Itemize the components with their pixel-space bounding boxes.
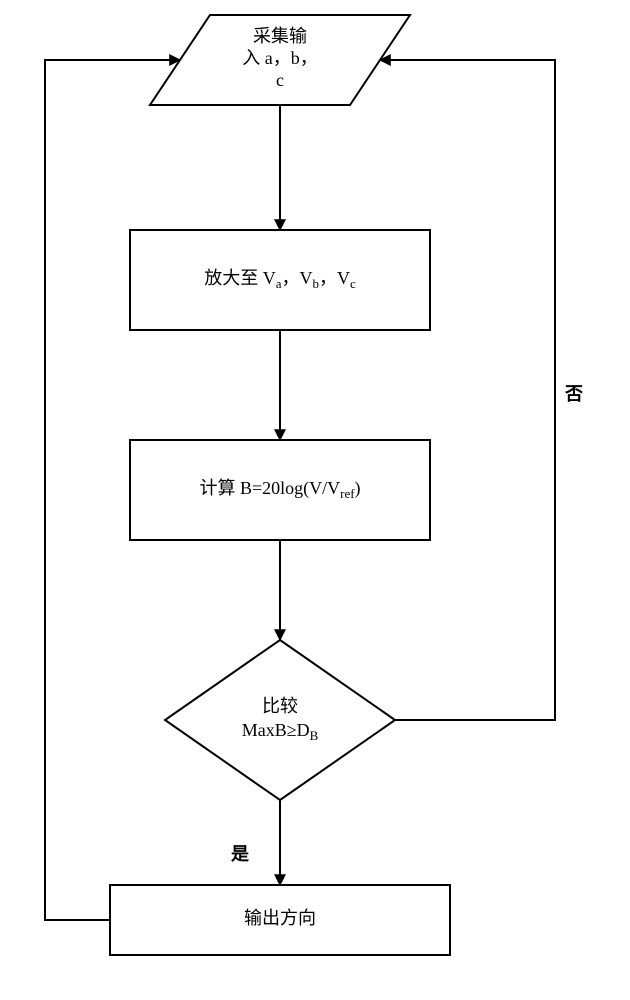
- calc-text: 计算 B=20log(V/Vref): [199, 478, 360, 501]
- output-text: 输出方向: [244, 908, 316, 928]
- yes-label: 是: [230, 844, 249, 864]
- no-label: 否: [564, 384, 583, 404]
